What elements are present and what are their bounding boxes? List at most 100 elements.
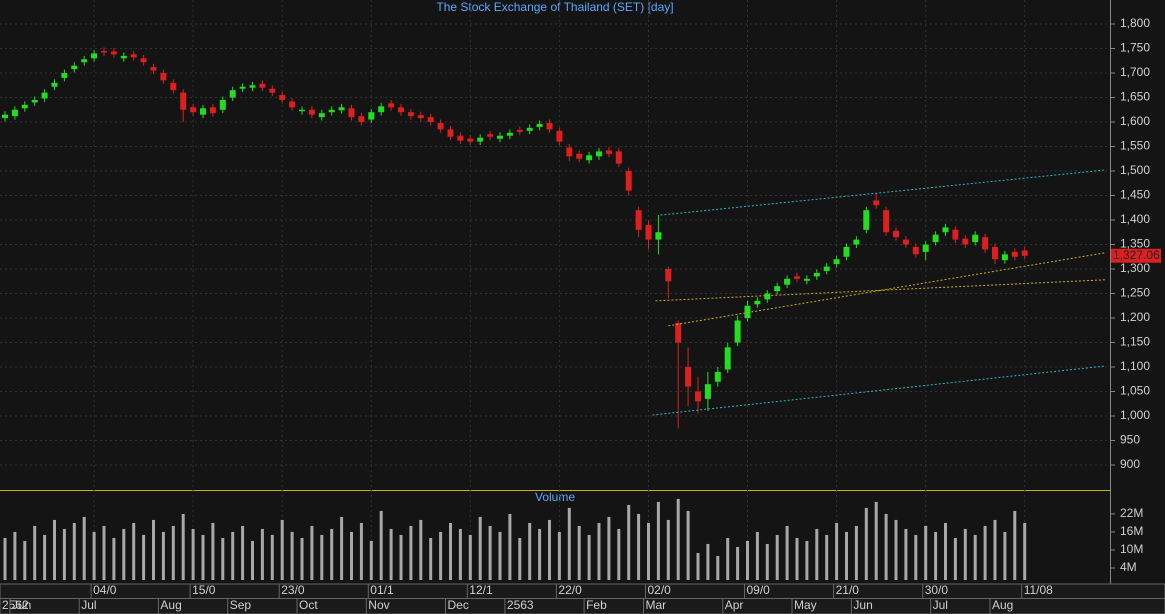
volume-bar: [310, 525, 314, 580]
candle-body: [942, 227, 949, 233]
candle-body: [239, 86, 246, 89]
volume-bar: [389, 528, 393, 580]
candle-body: [259, 83, 266, 88]
candle-body: [328, 109, 335, 113]
volume-bar: [746, 540, 749, 580]
candle-body: [665, 269, 672, 282]
candle-body: [497, 135, 503, 139]
x-tick-label: 30/0: [925, 583, 949, 597]
candle-body: [477, 137, 484, 142]
y-tick-label: 22M: [1120, 506, 1143, 520]
volume-bar: [953, 537, 957, 580]
volume-bar: [439, 531, 443, 580]
candle-body: [536, 123, 543, 127]
candle-body: [992, 246, 998, 260]
candle-body: [962, 238, 969, 245]
candle-body: [299, 109, 305, 112]
volume-bar: [607, 516, 611, 580]
volume-bar: [825, 534, 829, 580]
volume-bar: [191, 528, 195, 580]
volume-bar: [894, 519, 898, 580]
month-label: Oct: [299, 598, 318, 612]
candle-body: [843, 246, 850, 257]
volume-bar: [993, 519, 997, 580]
candle-body: [140, 58, 147, 63]
volume-bar: [231, 531, 235, 580]
candle-body: [289, 101, 296, 108]
candle-body: [912, 246, 919, 255]
volume-bar: [498, 531, 502, 580]
month-label: Apr: [725, 598, 744, 612]
x-tick-label: 11/08: [1024, 583, 1053, 597]
volume-bar: [478, 516, 482, 580]
candle-body: [982, 237, 989, 250]
candle-body: [714, 371, 721, 382]
y-tick-label: 10M: [1120, 542, 1143, 556]
candle-body: [952, 229, 959, 240]
volume-bar: [1023, 522, 1027, 580]
candle-body: [615, 151, 622, 164]
volume-bar: [399, 534, 403, 580]
y-tick-label: 1,200: [1120, 310, 1150, 324]
month-label: 2562: [2, 598, 29, 612]
volume-bar: [300, 537, 304, 580]
volume-bar: [1003, 531, 1007, 580]
volume-bar: [736, 546, 740, 580]
candle-body: [556, 130, 563, 142]
candle-body: [972, 234, 979, 243]
month-label: Jun: [853, 598, 872, 612]
volume-bar: [617, 528, 621, 580]
candle-body: [655, 232, 662, 240]
volume-bar: [201, 534, 205, 580]
candle-body: [269, 88, 276, 93]
volume-bar: [597, 522, 601, 580]
candle-body: [734, 320, 741, 343]
volume-bar: [835, 522, 839, 580]
volume-bar: [369, 540, 373, 580]
volume-bar: [538, 528, 542, 580]
candle-body: [407, 112, 414, 117]
candle-body: [180, 92, 187, 110]
candle-body: [526, 127, 533, 131]
x-tick-label: 21/0: [836, 583, 860, 597]
month-label: Jun: [12, 598, 31, 612]
volume-bar: [815, 528, 819, 580]
candle-body: [833, 259, 840, 265]
volume-bar: [854, 525, 858, 580]
candle-body: [130, 54, 137, 58]
volume-bar: [221, 537, 225, 580]
y-tick-label: 1,400: [1120, 212, 1150, 226]
volume-bar: [775, 534, 779, 580]
chart-title: The Stock Exchange of Thailand (SET) [da…: [436, 0, 673, 14]
last-price-label: 1,327.06: [1113, 248, 1160, 262]
volume-bar: [152, 519, 155, 580]
volume-bar: [53, 519, 56, 580]
candle-body: [219, 99, 226, 110]
candle-body: [190, 107, 197, 113]
candle-body: [457, 135, 464, 141]
volume-bar: [874, 501, 878, 580]
volume-bar: [112, 537, 116, 580]
candle-body: [774, 286, 781, 292]
y-tick-label: 900: [1120, 457, 1140, 471]
volume-bar: [567, 507, 571, 580]
month-label: Sep: [230, 598, 252, 612]
candle-body: [605, 150, 612, 154]
volume-bar: [181, 513, 185, 580]
y-tick-label: 1,550: [1120, 139, 1150, 153]
candle-body: [279, 95, 286, 100]
volume-bar: [696, 552, 700, 580]
volume-bar: [884, 513, 888, 580]
month-label: Aug: [992, 598, 1013, 612]
candle-body: [794, 276, 800, 279]
candle-body: [516, 129, 523, 132]
last-price-box: [1111, 248, 1161, 263]
candle-body: [685, 367, 692, 387]
volume-bar: [122, 528, 126, 580]
volume-bar: [468, 534, 472, 580]
volume-bar: [409, 525, 413, 580]
candle-body: [893, 230, 899, 238]
x-tick-label: 12/1: [469, 583, 493, 597]
candle-body: [704, 384, 711, 399]
volume-bar: [973, 534, 977, 580]
